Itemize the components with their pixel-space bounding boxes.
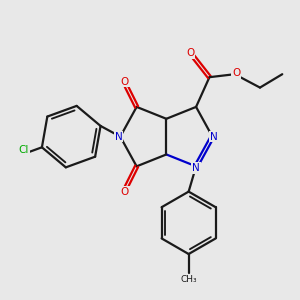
Text: CH₃: CH₃ <box>180 275 197 284</box>
Text: N: N <box>115 132 123 142</box>
Text: O: O <box>121 76 129 87</box>
Text: N: N <box>192 163 200 173</box>
Text: Cl: Cl <box>19 146 29 155</box>
Text: O: O <box>186 48 194 58</box>
Text: O: O <box>232 68 240 78</box>
Text: N: N <box>210 132 218 142</box>
Text: O: O <box>121 187 129 196</box>
